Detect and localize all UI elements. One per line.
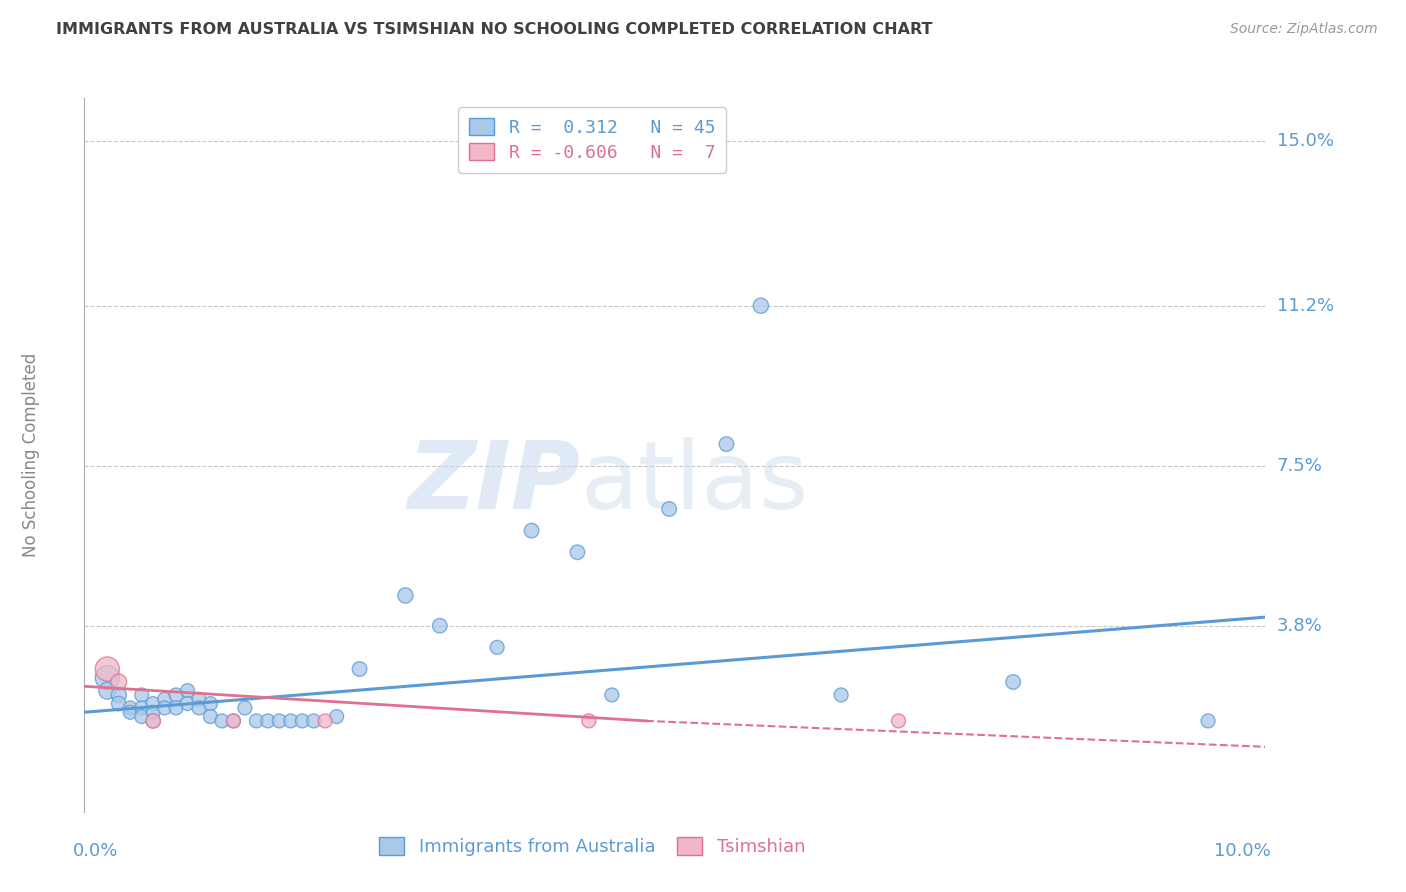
Point — [325, 709, 347, 723]
Point — [131, 709, 153, 723]
Point — [222, 714, 245, 728]
Point — [188, 692, 211, 706]
Point — [142, 697, 165, 711]
Point — [600, 688, 623, 702]
Point — [394, 589, 416, 603]
Point — [520, 524, 543, 538]
Point — [314, 714, 336, 728]
Text: 3.8%: 3.8% — [1277, 616, 1322, 635]
Text: 7.5%: 7.5% — [1277, 457, 1323, 475]
Point — [245, 714, 267, 728]
Text: No Schooling Completed: No Schooling Completed — [22, 353, 41, 557]
Point — [96, 662, 118, 676]
Point — [142, 705, 165, 719]
Point — [349, 662, 371, 676]
Text: IMMIGRANTS FROM AUSTRALIA VS TSIMSHIAN NO SCHOOLING COMPLETED CORRELATION CHART: IMMIGRANTS FROM AUSTRALIA VS TSIMSHIAN N… — [56, 22, 932, 37]
Point — [429, 619, 451, 633]
Point — [153, 692, 176, 706]
Point — [188, 701, 211, 715]
Text: 10.0%: 10.0% — [1215, 842, 1271, 860]
Point — [280, 714, 302, 728]
Point — [749, 299, 772, 313]
Text: 11.2%: 11.2% — [1277, 297, 1334, 315]
Point — [131, 701, 153, 715]
Point — [153, 701, 176, 715]
Point — [107, 675, 129, 690]
Text: 15.0%: 15.0% — [1277, 132, 1333, 151]
Point — [131, 688, 153, 702]
Point — [716, 437, 738, 451]
Point — [200, 697, 222, 711]
Text: atlas: atlas — [581, 437, 808, 530]
Point — [165, 701, 187, 715]
Point — [256, 714, 278, 728]
Point — [302, 714, 325, 728]
Point — [142, 714, 165, 728]
Legend: Immigrants from Australia, Tsimshian: Immigrants from Australia, Tsimshian — [368, 827, 815, 867]
Point — [578, 714, 600, 728]
Point — [107, 697, 129, 711]
Point — [291, 714, 314, 728]
Point — [486, 640, 509, 655]
Point — [142, 714, 165, 728]
Point — [222, 714, 245, 728]
Point — [567, 545, 589, 559]
Point — [830, 688, 852, 702]
Point — [176, 697, 198, 711]
Point — [176, 683, 198, 698]
Point — [211, 714, 233, 728]
Point — [1002, 675, 1025, 690]
Point — [233, 701, 256, 715]
Point — [1197, 714, 1219, 728]
Point — [96, 683, 118, 698]
Text: Source: ZipAtlas.com: Source: ZipAtlas.com — [1230, 22, 1378, 37]
Point — [120, 705, 142, 719]
Point — [887, 714, 910, 728]
Point — [269, 714, 291, 728]
Point — [658, 502, 681, 516]
Point — [200, 709, 222, 723]
Point — [107, 688, 129, 702]
Point — [165, 688, 187, 702]
Text: ZIP: ZIP — [408, 437, 581, 530]
Point — [120, 701, 142, 715]
Text: 0.0%: 0.0% — [73, 842, 118, 860]
Point — [96, 671, 118, 685]
